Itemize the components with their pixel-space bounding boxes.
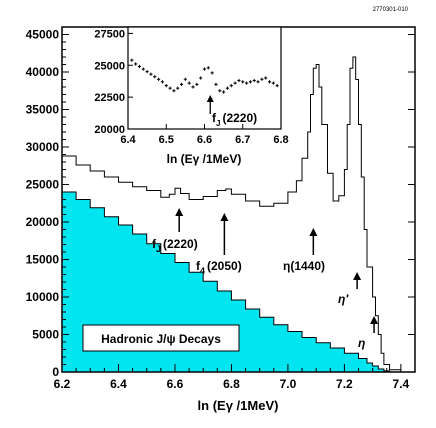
inset-y-axis: 20000 22500 25000 27500: [94, 28, 133, 136]
y-tick-label: 0: [52, 365, 59, 379]
inset-y-tick-label: 25000: [94, 60, 125, 72]
y-tick-label: 45000: [26, 28, 60, 42]
main-plot: 0 5000 10000 15000 20000 25000 30000 35000 40000…: [26, 26, 416, 413]
inset-arrow-head: [206, 95, 214, 102]
inset-x-axis-label: ln (Eγ /1MeV): [167, 152, 242, 166]
arrow-eta-head: [370, 316, 379, 324]
svg-text:fJ(2220): fJ (2220): [152, 237, 198, 254]
legend-label: Hadronic J/ψ Decays: [101, 332, 221, 346]
inset-plot: 20000 22500 25000 27500 6.4 6.5 6.6 6.7 6.8 ln …: [94, 26, 289, 166]
svg-text:fJ(2220): fJ (2220): [212, 111, 257, 128]
inset-annotation-label: f: [212, 111, 217, 125]
x-tick-label: 7.4: [393, 377, 410, 391]
y-tick-label: 10000: [26, 290, 60, 304]
x-tick-label: 6.2: [54, 377, 71, 391]
arrow-eta1440-head: [309, 228, 318, 236]
x-tick-label: 6.8: [223, 377, 240, 391]
annotation-eta: η: [358, 336, 365, 350]
inset-annotation-sub: J: [216, 119, 220, 128]
x-tick-label: 7.0: [280, 377, 297, 391]
annotation-f4: f4 (2050): [196, 259, 242, 276]
y-tick-label: 15000: [26, 253, 60, 267]
annotation-arrows: [175, 208, 379, 333]
inset-annotation-fj: fJ (2220): [212, 111, 257, 128]
annotation-eta-prime: η′: [338, 292, 349, 306]
inset-y-tick-label: 22500: [94, 92, 125, 104]
annotation-eta1440: η(1440): [283, 259, 325, 273]
y-tick-label: 5000: [32, 328, 59, 342]
inset-x-tick-label: 6.7: [235, 134, 250, 146]
legend-box: Hadronic J/ψ Decays: [82, 324, 240, 352]
annotation-fj-value: (2220): [163, 237, 198, 251]
y-tick-label: 20000: [26, 215, 60, 229]
inset-x-tick-label: 6.8: [273, 134, 288, 146]
x-tick-label: 6.6: [167, 377, 184, 391]
y-tick-label: 30000: [26, 140, 60, 154]
inset-background: [128, 27, 281, 129]
inset-x-tick-label: 6.6: [197, 134, 212, 146]
x-tick-label: 7.2: [336, 377, 353, 391]
arrow-f4-head: [220, 213, 229, 221]
x-tick-label: 6.4: [110, 377, 127, 391]
annotation-f4-sub: 4: [200, 266, 205, 276]
inset-y-tick-label: 27500: [94, 28, 125, 40]
annotation-fj-sub: J: [156, 244, 161, 254]
inset-x-tick-label: 6.4: [120, 134, 136, 146]
arrow-fj-head: [175, 208, 184, 216]
figure-id: 2770301-010: [373, 7, 409, 13]
annotation-fj-label: f: [152, 237, 157, 251]
y-tick-label: 25000: [26, 178, 60, 192]
annotation-f4-value: (2050): [207, 259, 242, 273]
annotation-f4-label: f: [196, 259, 201, 273]
main-x-axis: 6.2 6.4 6.6 6.8 7.0 7.2 7.4: [54, 364, 410, 391]
svg-text:f4(2050): f4 (2050): [196, 259, 242, 276]
inset-x-axis: 6.4 6.5 6.6 6.7 6.8: [120, 124, 289, 146]
y-tick-label: 35000: [26, 103, 60, 117]
inset-annotation-value: (2220): [222, 111, 257, 125]
photon-spectrum-histogram: [62, 56, 415, 373]
inset-data-points: [130, 58, 279, 114]
arrow-eta-prime-head: [353, 272, 362, 280]
annotation-fj: fJ (2220): [152, 237, 198, 254]
inset-y-tick-label: 20000: [94, 124, 125, 136]
inset-x-tick-label: 6.5: [159, 134, 174, 146]
y-tick-label: 40000: [26, 65, 60, 79]
main-x-axis-label: ln (Eγ /1MeV): [198, 398, 279, 413]
main-y-axis: 0 5000 10000 15000 20000 25000 30000 35000 40000…: [26, 28, 415, 379]
